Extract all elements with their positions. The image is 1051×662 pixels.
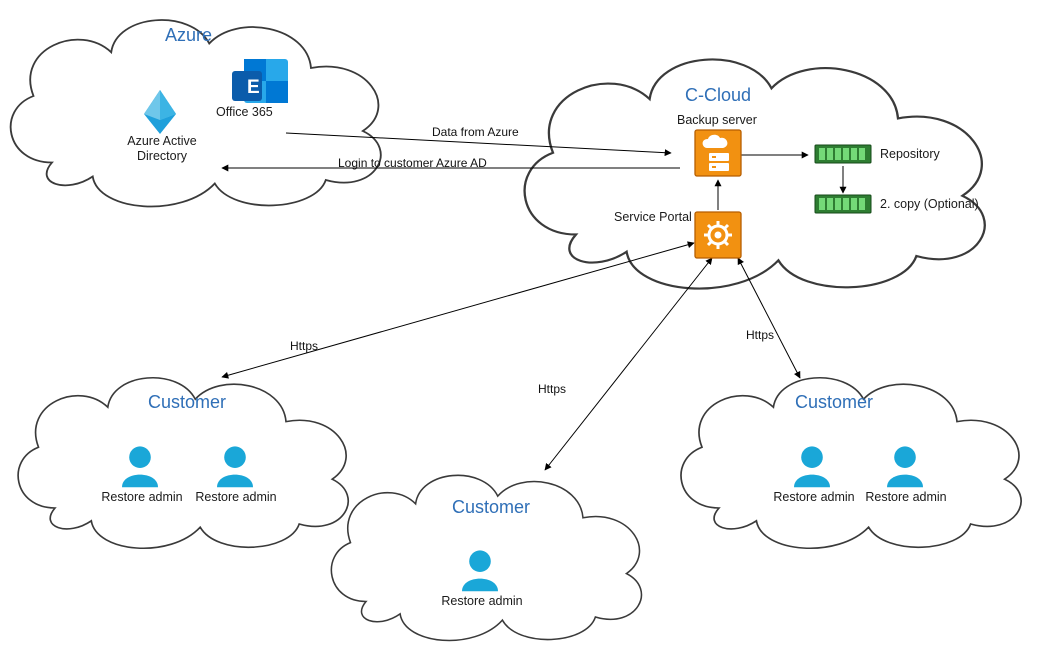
- repository-copy-icon: [815, 195, 871, 213]
- person-icon-cust-right-2: [887, 446, 923, 487]
- edge-label-data-from-azure: Data from Azure: [432, 125, 519, 139]
- label-restore-admin-mid-1: Restore admin: [440, 594, 524, 609]
- person-icon-cust-left-1: [122, 446, 158, 487]
- cloud-title-customer-mid: Customer: [452, 497, 530, 518]
- person-icon-cust-left-2: [217, 446, 253, 487]
- label-repository-copy: 2. copy (Optional): [880, 197, 979, 212]
- office-365-icon: E: [232, 59, 288, 103]
- label-office-365: Office 365: [216, 105, 273, 120]
- edge-label-https-right: Https: [746, 328, 774, 342]
- label-azure-ad-line1: Azure Active: [127, 134, 196, 148]
- label-restore-admin-left-1: Restore admin: [100, 490, 184, 505]
- edge-https-mid: [545, 258, 712, 470]
- cloud-azure: [11, 20, 381, 206]
- edge-https-left: [222, 243, 694, 377]
- service-portal-icon: [695, 212, 741, 258]
- label-backup-server: Backup server: [677, 113, 757, 128]
- label-service-portal: Service Portal: [614, 210, 692, 225]
- diagram-svg: E: [0, 0, 1051, 662]
- label-restore-admin-right-2: Restore admin: [864, 490, 948, 505]
- label-repository: Repository: [880, 147, 940, 162]
- backup-server-icon: [695, 130, 741, 176]
- cloud-title-customer-right: Customer: [795, 392, 873, 413]
- cloud-title-azure: Azure: [165, 25, 212, 46]
- person-icon-cust-mid-1: [462, 550, 498, 591]
- person-icon-cust-right-1: [794, 446, 830, 487]
- label-azure-ad: Azure Active Directory: [122, 134, 202, 164]
- label-restore-admin-left-2: Restore admin: [194, 490, 278, 505]
- cloud-ccloud: [525, 60, 985, 289]
- cloud-title-customer-left: Customer: [148, 392, 226, 413]
- repository-icon: [815, 145, 871, 163]
- label-azure-ad-line2: Directory: [137, 149, 187, 163]
- svg-text:E: E: [247, 77, 260, 98]
- edge-label-login-azure-ad: Login to customer Azure AD: [338, 156, 487, 170]
- edge-https-right: [738, 258, 800, 378]
- label-restore-admin-right-1: Restore admin: [772, 490, 856, 505]
- edge-label-https-left: Https: [290, 339, 318, 353]
- cloud-title-ccloud: C-Cloud: [685, 85, 751, 106]
- diagram-stage: E: [0, 0, 1051, 662]
- edge-label-https-mid: Https: [538, 382, 566, 396]
- azure-ad-icon: [144, 90, 176, 134]
